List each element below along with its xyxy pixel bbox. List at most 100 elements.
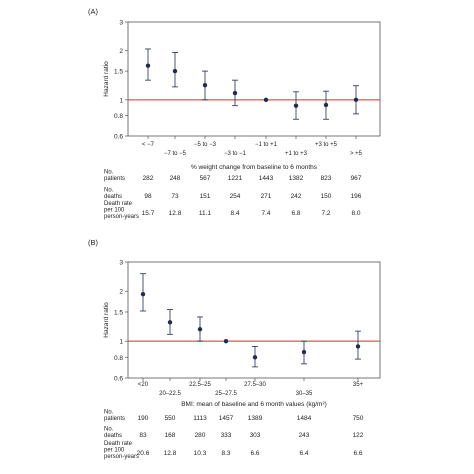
hazard-ratio-point	[301, 349, 307, 355]
table-cell: 333	[221, 432, 232, 439]
table-row-label: deaths	[104, 194, 122, 200]
table-cell: 190	[138, 415, 149, 422]
table-cell: 15.7	[142, 210, 155, 217]
y-tick-label: 3	[119, 260, 123, 267]
table-row-label: per 100	[104, 448, 125, 454]
table-cell: 122	[353, 432, 364, 439]
x-tick-label: +1 to +3	[285, 151, 308, 157]
hazard-ratio-point	[172, 68, 178, 74]
plot-frame	[127, 261, 381, 379]
x-tick-label: < −7	[142, 142, 155, 148]
table-cell: 1382	[289, 175, 304, 182]
chart-panel-b: (B) 3 2 1.5 1 0.8 0.6 Hazard ratio <20 20–22.5 22.…	[88, 238, 381, 460]
table-cell: 8.0	[351, 210, 360, 217]
table-cell: 1484	[297, 415, 312, 422]
table-cell: 150	[321, 193, 332, 200]
hazard-ratio-point	[355, 344, 361, 349]
x-tick-label: 35+	[353, 382, 364, 388]
hazard-ratio-point	[252, 355, 258, 360]
table-cell: 243	[299, 432, 310, 439]
table-row-label: per 100	[104, 208, 125, 214]
plot-frame	[127, 21, 381, 137]
table-row-label: No.	[104, 427, 114, 433]
table-cell: 242	[291, 193, 302, 200]
table-cell: 6.6	[250, 450, 259, 457]
x-tick-label: > +5	[350, 151, 363, 157]
table-cell: 271	[261, 193, 272, 200]
x-tick-label: 25–27.5	[215, 391, 237, 397]
table-cell: 7.4	[261, 210, 270, 217]
table-row-label: Death rate	[104, 201, 133, 207]
hazard-ratio-point	[232, 90, 238, 96]
hazard-ratio-point	[140, 291, 146, 297]
x-tick-label: <20	[138, 382, 149, 388]
table-cell: 1389	[248, 415, 263, 422]
table-cell: 98	[144, 193, 152, 200]
y-axis-title: Hazard ratio	[103, 302, 110, 338]
hazard-ratio-point	[197, 327, 203, 332]
table-cell: 11.1	[199, 210, 212, 217]
y-tick-label: 0.8	[114, 355, 123, 362]
x-tick-label: +3 to +5	[315, 142, 338, 148]
table-cell: 6.6	[353, 450, 362, 457]
table-cell: 1221	[228, 175, 243, 182]
y-axis-title: Hazard ratio	[103, 61, 110, 97]
x-tick-label: 20–22.5	[159, 391, 181, 397]
hazard-ratio-point	[353, 97, 359, 103]
x-tick-label: −5 to −3	[194, 142, 217, 148]
y-tick-label: 0.6	[114, 134, 123, 141]
table-row-label: person-years	[104, 454, 139, 460]
y-tick-label: 1	[119, 97, 123, 104]
table-cell: 196	[351, 193, 362, 200]
table-cell: 168	[165, 432, 176, 439]
table-cell: 750	[353, 415, 364, 422]
x-tick-label: −1 to +1	[255, 142, 278, 148]
table-cell: 151	[200, 193, 211, 200]
table-cell: 1113	[193, 415, 207, 422]
panel-label: (B)	[88, 238, 99, 247]
table-cell: 20.6	[137, 450, 150, 457]
x-tick-label: −7 to −5	[164, 151, 187, 157]
table-cell: 567	[200, 175, 211, 182]
table-cell: 8.3	[221, 450, 230, 457]
hazard-ratio-point	[293, 103, 299, 108]
x-tick-label: −3 to −1	[224, 151, 247, 157]
hazard-ratio-point	[202, 82, 208, 88]
hazard-ratio-point	[263, 97, 269, 103]
table-row-label: person-years	[104, 214, 139, 220]
x-tick-label: 27.5–30	[244, 382, 266, 388]
table-cell: 12.8	[164, 450, 177, 457]
y-tick-label: 0.8	[114, 113, 123, 120]
chart-panel-a: (A) 3 2 1.5 1 0.8 0.6 Hazard ratio < −7 −7 to −5 −…	[88, 7, 381, 220]
table-cell: 1457	[219, 415, 234, 422]
table-cell: 12.8	[169, 210, 182, 217]
y-tick-label: 3	[119, 20, 123, 27]
hazard-ratio-point	[145, 63, 151, 68]
y-tick-label: 1.5	[114, 69, 123, 76]
y-tick-label: 1.5	[114, 309, 123, 316]
table-cell: 6.8	[291, 210, 300, 217]
hazard-ratio-point	[223, 338, 229, 344]
x-tick-label: 30–35	[296, 391, 313, 397]
table-cell: 73	[171, 193, 179, 200]
table-cell: 823	[321, 175, 332, 182]
table-cell: 550	[165, 415, 176, 422]
table-cell: 303	[250, 432, 261, 439]
table-cell: 6.4	[299, 450, 308, 457]
y-tick-label: 1	[119, 339, 123, 346]
table-row-label: patients	[104, 176, 125, 182]
table-row-label: patients	[104, 416, 125, 422]
y-tick-label: 0.6	[114, 376, 123, 383]
table-cell: 967	[351, 175, 362, 182]
table-cell: 8.4	[230, 210, 239, 217]
y-tick-label: 2	[119, 48, 123, 55]
table-row-label: No.	[104, 410, 114, 416]
table-row-label: No.	[104, 170, 114, 176]
hazard-ratio-point	[167, 320, 173, 325]
table-cell: 280	[195, 432, 206, 439]
table-row-label: Death rate	[104, 441, 133, 447]
table-cell: 282	[143, 175, 154, 182]
table-cell: 83	[139, 432, 147, 439]
x-tick-label: 22.5–25	[189, 382, 211, 388]
